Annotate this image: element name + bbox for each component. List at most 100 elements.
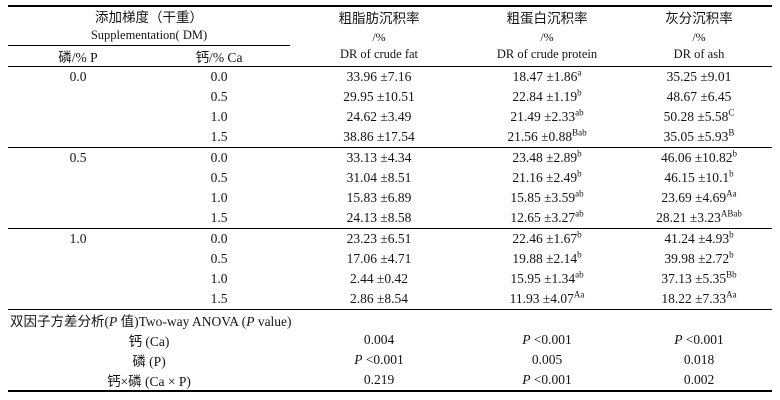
anova-row: 钙×磷 (Ca × P) 0.219 P <0.001 0.002 bbox=[8, 370, 772, 391]
cell-calcium: 0.5 bbox=[210, 251, 228, 266]
header-row-1: 添加梯度（干重） Supplementation( DM) 粗脂肪沉积率 /% … bbox=[8, 6, 772, 67]
cell-fat: 33.13 ±4.34 bbox=[346, 150, 412, 165]
cell-calcium: 0.5 bbox=[210, 89, 228, 104]
cell-calcium: 1.5 bbox=[148, 208, 290, 229]
table-row: 0.0 0.0 33.96 ±7.16 18.47 ±1.86a 35.25 ±9.01 bbox=[8, 67, 772, 88]
table-row: 1.5 24.13 ±8.58 12.65 ±3.27ab 28.21 ±3.23AB… bbox=[8, 208, 772, 229]
cell-protein: 15.95 ±1.34ab bbox=[510, 269, 584, 286]
header-supplementation-en: Supplementation( DM) bbox=[90, 27, 208, 42]
significance-superscript: b bbox=[577, 148, 582, 159]
cell-calcium: 1.0 bbox=[210, 109, 228, 124]
cell-fat: 29.95 ±10.51 bbox=[343, 89, 415, 104]
significance-superscript: b bbox=[729, 168, 734, 179]
cell-fat: 24.13 ±8.58 bbox=[290, 208, 468, 229]
cell-protein: 19.88 ±2.14b bbox=[512, 249, 582, 266]
significance-superscript: Bb bbox=[726, 269, 737, 280]
cell-protein: 12.65 ±3.27ab bbox=[468, 208, 626, 229]
anova-title-text: 值)Two-way ANOVA ( bbox=[117, 314, 247, 329]
table-row: 0.5 0.0 33.13 ±4.34 23.48 ±2.89b 46.06 ±10.8… bbox=[8, 148, 772, 169]
significance-superscript: b bbox=[577, 229, 582, 240]
significance-superscript: C bbox=[728, 107, 735, 118]
cell-fat: 17.06 ±4.71 bbox=[346, 251, 412, 266]
cell-phosphorus bbox=[8, 269, 148, 289]
significance-superscript: Aa bbox=[573, 289, 585, 300]
anova-factor-label: 钙×磷 (Ca × P) bbox=[107, 374, 191, 389]
cell-ash: 23.69 ±4.69Aa bbox=[661, 188, 737, 205]
italic-p: P bbox=[246, 314, 255, 329]
header-crude-protein-zh: 粗蛋白沉积率 bbox=[506, 10, 588, 26]
cell-phosphorus bbox=[8, 107, 148, 127]
cell-fat: 23.23 ±6.51 bbox=[346, 231, 412, 246]
italic-p: P bbox=[109, 314, 118, 329]
anova-p-value-ash: 0.002 bbox=[683, 372, 715, 387]
cell-protein: 21.16 ±2.49b bbox=[512, 168, 582, 185]
table-row: 0.5 29.95 ±10.51 22.84 ±1.19b 48.67 ±6.45 bbox=[8, 87, 772, 107]
header-phosphorus-col: 磷/% P bbox=[8, 45, 148, 67]
cell-ash: 50.28 ±5.58C bbox=[663, 107, 735, 124]
cell-ash: 48.67 ±6.45 bbox=[666, 89, 732, 104]
cell-ash: 37.13 ±5.35Bb bbox=[661, 269, 737, 286]
cell-calcium: 1.5 bbox=[148, 289, 290, 310]
anova-title: 双因子方差分析(P 值)Two-way ANOVA (P value) bbox=[8, 310, 772, 331]
deposition-rate-table: 添加梯度（干重） Supplementation( DM) 粗脂肪沉积率 /% … bbox=[8, 5, 772, 392]
header-crude-fat: 粗脂肪沉积率 /% DR of crude fat bbox=[290, 6, 468, 67]
header-crude-fat-zh: 粗脂肪沉积率 bbox=[338, 10, 420, 26]
anova-row: 磷 (P) P <0.001 0.005 0.018 bbox=[8, 350, 772, 370]
cell-fat: 31.04 ±8.51 bbox=[346, 170, 412, 185]
header-ash-en: DR of ash bbox=[673, 46, 725, 61]
anova-title-row: 双因子方差分析(P 值)Two-way ANOVA (P value) bbox=[8, 310, 772, 331]
anova-section: 双因子方差分析(P 值)Two-way ANOVA (P value) 钙 (C… bbox=[8, 310, 772, 392]
anova-p-value-protein: P <0.001 bbox=[522, 372, 572, 387]
significance-superscript: Aa bbox=[726, 188, 737, 199]
anova-p-value-ash: P <0.001 bbox=[674, 332, 724, 347]
significance-superscript: B bbox=[728, 127, 735, 138]
cell-calcium: 0.0 bbox=[210, 69, 228, 84]
table-row: 1.5 38.86 ±17.54 21.56 ±0.88Bab 35.05 ±5.93… bbox=[8, 127, 772, 148]
italic-p: P bbox=[522, 332, 531, 347]
anova-p-value-protein: P <0.001 bbox=[522, 332, 572, 347]
cell-phosphorus bbox=[8, 289, 148, 310]
cell-calcium: 1.0 bbox=[210, 190, 228, 205]
cell-phosphorus bbox=[8, 127, 148, 148]
cell-protein: 18.47 ±1.86a bbox=[512, 67, 582, 84]
cell-protein: 22.84 ±1.19b bbox=[512, 87, 582, 104]
header-supplementation-zh: 添加梯度（干重） bbox=[95, 10, 203, 26]
anova-title-text: value) bbox=[254, 314, 292, 329]
significance-superscript: Aa bbox=[726, 289, 737, 300]
header-crude-fat-en: DR of crude fat bbox=[339, 46, 419, 61]
table-row: 1.0 24.62 ±3.49 21.49 ±2.33ab 50.28 ±5.58C bbox=[8, 107, 772, 127]
table-body: 0.0 0.0 33.96 ±7.16 18.47 ±1.86a 35.25 ±9.01… bbox=[8, 67, 772, 310]
header-calcium-col: 钙/% Ca bbox=[148, 45, 290, 67]
cell-phosphorus: 0.5 bbox=[69, 150, 87, 165]
significance-superscript: ab bbox=[575, 208, 584, 219]
cell-phosphorus: 0.0 bbox=[69, 69, 87, 84]
cell-ash: 46.06 ±10.82b bbox=[660, 148, 738, 165]
cell-phosphorus: 1.0 bbox=[69, 231, 87, 246]
cell-ash: 46.15 ±10.1b bbox=[664, 168, 734, 185]
cell-ash: 35.05 ±5.93B bbox=[626, 127, 772, 148]
significance-superscript: ab bbox=[575, 188, 584, 199]
significance-superscript: b bbox=[729, 249, 734, 260]
anova-p-value-ash: 0.018 bbox=[683, 352, 715, 367]
cell-phosphorus bbox=[8, 87, 148, 107]
anova-p-value-protein: 0.005 bbox=[531, 352, 563, 367]
anova-p-value-fat: 0.219 bbox=[363, 372, 395, 387]
anova-p-value-fat: 0.004 bbox=[363, 332, 395, 347]
cell-protein: 21.56 ±0.88Bab bbox=[468, 127, 626, 148]
cell-fat: 38.86 ±17.54 bbox=[290, 127, 468, 148]
header-crude-fat-unit: /% bbox=[372, 29, 386, 44]
header-ash: 灰分沉积率 /% DR of ash bbox=[626, 6, 772, 67]
italic-p: P bbox=[354, 352, 363, 367]
cell-calcium: 0.0 bbox=[210, 150, 228, 165]
italic-p: P bbox=[522, 372, 531, 387]
cell-fat: 2.44 ±0.42 bbox=[349, 271, 409, 286]
cell-fat: 15.83 ±6.89 bbox=[346, 190, 412, 205]
italic-p: P bbox=[674, 332, 683, 347]
anova-title-text: 双因子方差分析( bbox=[10, 314, 109, 329]
cell-phosphorus bbox=[8, 168, 148, 188]
cell-phosphorus bbox=[8, 188, 148, 208]
table-row: 1.0 2.44 ±0.42 15.95 ±1.34ab 37.13 ±5.35Bb bbox=[8, 269, 772, 289]
significance-superscript: b bbox=[732, 148, 738, 159]
significance-superscript: b bbox=[577, 249, 582, 260]
